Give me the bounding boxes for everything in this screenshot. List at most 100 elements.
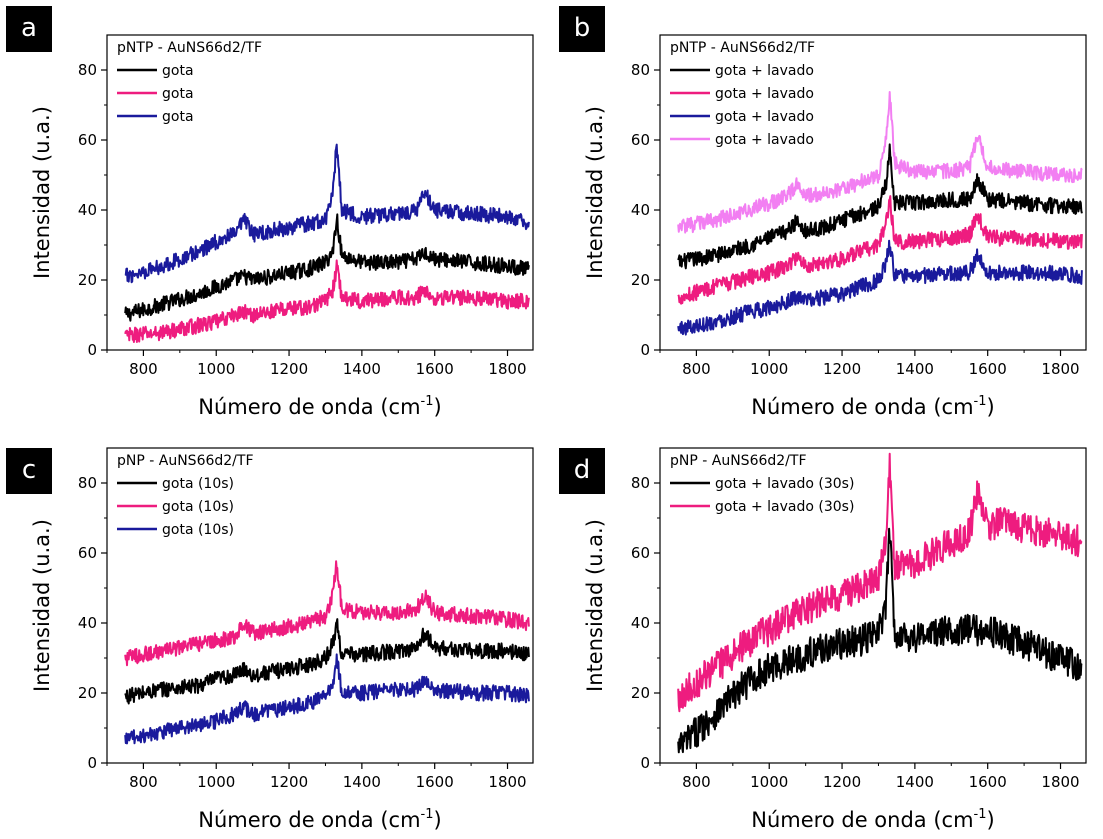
series-line-2 xyxy=(124,259,530,343)
panel-label-a: a xyxy=(6,6,52,52)
x-tick-label: 1200 xyxy=(823,360,861,378)
plot-frame xyxy=(659,447,1087,764)
y-axis-label: Intensidad (u.a.) xyxy=(583,519,607,692)
plot-frame xyxy=(106,34,534,351)
legend-entry: gota (10s) xyxy=(162,522,234,538)
legend-entry: gota xyxy=(162,109,194,125)
annotation: pNP - AuNS66d2/TF xyxy=(117,453,254,469)
x-axis-label: Número de onda (cm-1) xyxy=(751,394,994,419)
x-axis-label-sup: -1 xyxy=(974,394,987,409)
x-tick-label: 1200 xyxy=(823,773,861,791)
y-tick-label: 20 xyxy=(631,271,650,289)
x-axis-label-main: Número de onda (cm xyxy=(751,395,973,419)
legend-entry: gota + lavado xyxy=(715,63,814,79)
y-tick-label: 40 xyxy=(78,201,97,219)
x-axis-label-sup: -1 xyxy=(974,807,987,822)
panel-label-c: c xyxy=(6,448,52,494)
legend-entry: gota (10s) xyxy=(162,499,234,515)
y-tick-label: 0 xyxy=(87,341,97,359)
series-group xyxy=(124,560,530,745)
legend-entry: gota + lavado xyxy=(715,86,814,102)
series-line-1 xyxy=(677,527,1083,754)
y-axis-label: Intensidad (u.a.) xyxy=(30,519,54,692)
legend-entry: gota + lavado xyxy=(715,132,814,148)
chart-panel-b: 800 1000 1200 1400 1600 1800 0 20 40 60 80 Intensid… xyxy=(583,34,1087,419)
x-axis-label-end: ) xyxy=(987,395,995,419)
x-tick-label: 800 xyxy=(129,773,158,791)
y-tick-label: 20 xyxy=(78,271,97,289)
x-tick-label: 800 xyxy=(129,360,158,378)
x-tick-label: 1600 xyxy=(416,773,454,791)
x-tick-label: 1000 xyxy=(750,773,788,791)
x-tick-label: 1800 xyxy=(488,360,526,378)
y-tick-label: 0 xyxy=(87,754,97,772)
legend-entry: gota + lavado (30s) xyxy=(715,499,854,515)
x-axis-label-end: ) xyxy=(987,808,995,832)
plot-frame xyxy=(106,447,534,764)
x-axis-label-main: Número de onda (cm xyxy=(198,808,420,832)
legend-entry: gota + lavado xyxy=(715,109,814,125)
series-group xyxy=(677,452,1083,754)
x-axis-label-sup: -1 xyxy=(421,394,434,409)
chart-panel-a: 800 1000 1200 1400 1600 1800 0 20 40 60 80 Intensid… xyxy=(30,34,534,419)
x-tick-label: 1400 xyxy=(343,773,381,791)
legend-entry: gota (10s) xyxy=(162,476,234,492)
y-tick-label: 80 xyxy=(78,474,97,492)
chart-panel-c: 800 1000 1200 1400 1600 1800 0 20 40 60 80 Intensid… xyxy=(30,447,534,832)
legend-entry: gota + lavado (30s) xyxy=(715,476,854,492)
x-axis-label-main: Número de onda (cm xyxy=(198,395,420,419)
x-tick-label: 1200 xyxy=(270,360,308,378)
series-line-1 xyxy=(124,618,530,705)
series-line-2 xyxy=(677,195,1083,305)
y-tick-label: 80 xyxy=(631,61,650,79)
x-axis-label-sup: -1 xyxy=(421,807,434,822)
x-axis-label: Número de onda (cm-1) xyxy=(751,807,994,832)
y-tick-label: 80 xyxy=(78,61,97,79)
x-tick-label: 1800 xyxy=(1041,773,1079,791)
series-line-4 xyxy=(677,91,1083,234)
x-tick-label: 1400 xyxy=(343,360,381,378)
x-tick-label: 1800 xyxy=(488,773,526,791)
x-tick-label: 1600 xyxy=(969,773,1007,791)
y-axis-label: Intensidad (u.a.) xyxy=(30,106,54,279)
y-tick-label: 0 xyxy=(640,341,650,359)
y-tick-label: 40 xyxy=(631,614,650,632)
series-line-3 xyxy=(124,143,530,284)
plot-frame xyxy=(659,34,1087,351)
y-axis-label: Intensidad (u.a.) xyxy=(583,106,607,279)
x-tick-label: 1600 xyxy=(969,360,1007,378)
y-tick-label: 40 xyxy=(78,614,97,632)
x-tick-label: 1600 xyxy=(416,360,454,378)
y-tick-label: 60 xyxy=(631,544,650,562)
series-line-2 xyxy=(677,452,1083,713)
series-line-2 xyxy=(124,560,530,667)
chart-panel-d: 800 1000 1200 1400 1600 1800 0 20 40 60 80 Intensid… xyxy=(583,447,1087,832)
series-line-1 xyxy=(677,143,1083,270)
legend-entry: gota xyxy=(162,63,194,79)
x-tick-label: 1000 xyxy=(197,773,235,791)
annotation: pNTP - AuNS66d2/TF xyxy=(117,40,262,56)
x-tick-label: 1400 xyxy=(896,773,934,791)
x-axis-label-main: Número de onda (cm xyxy=(751,808,973,832)
x-tick-label: 1200 xyxy=(270,773,308,791)
x-axis-label-end: ) xyxy=(434,808,442,832)
y-tick-label: 20 xyxy=(631,684,650,702)
annotation: pNP - AuNS66d2/TF xyxy=(670,453,807,469)
x-tick-label: 1000 xyxy=(750,360,788,378)
x-axis-label: Número de onda (cm-1) xyxy=(198,394,441,419)
y-tick-label: 80 xyxy=(631,474,650,492)
y-tick-label: 0 xyxy=(640,754,650,772)
y-tick-label: 40 xyxy=(631,201,650,219)
panel-label-d: d xyxy=(559,448,605,494)
x-tick-label: 800 xyxy=(682,773,711,791)
x-axis-label: Número de onda (cm-1) xyxy=(198,807,441,832)
series-line-3 xyxy=(677,239,1083,336)
series-line-3 xyxy=(124,653,530,745)
series-group xyxy=(677,91,1083,336)
legend-entry: gota xyxy=(162,86,194,102)
x-tick-label: 1000 xyxy=(197,360,235,378)
x-tick-label: 800 xyxy=(682,360,711,378)
series-group xyxy=(124,143,530,343)
y-tick-label: 20 xyxy=(78,684,97,702)
